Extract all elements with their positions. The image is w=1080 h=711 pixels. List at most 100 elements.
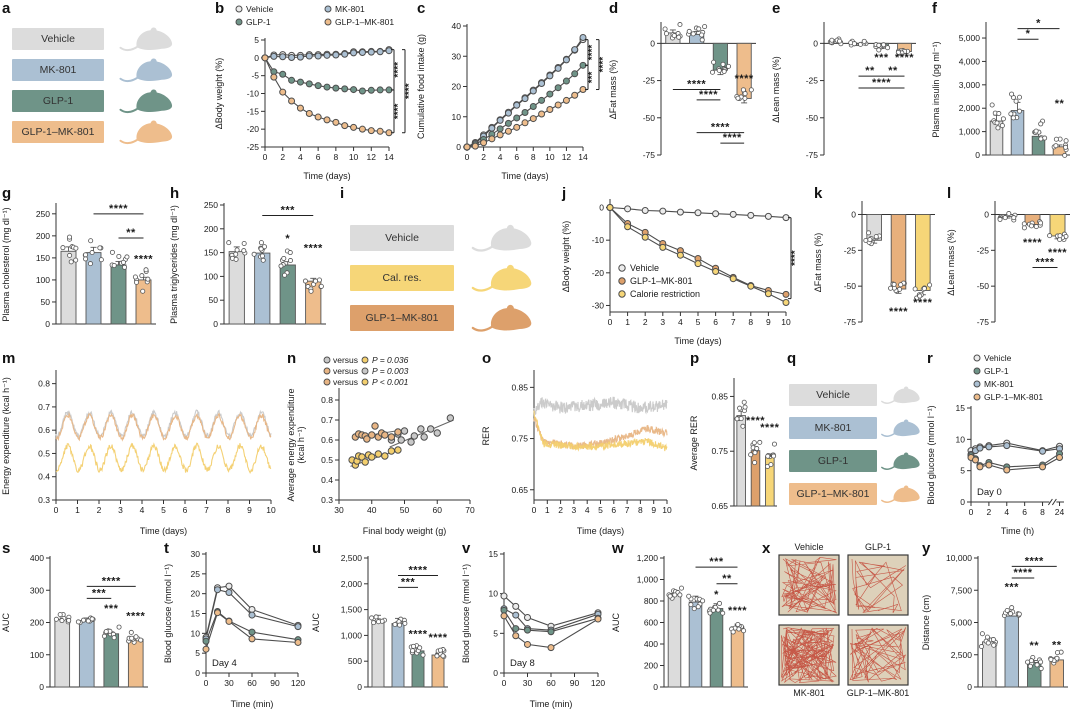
svg-text:4: 4 xyxy=(678,317,683,327)
svg-text:60: 60 xyxy=(247,678,257,688)
panel-i: i Vehicle Cal. res. GLP-1–MK-801 xyxy=(338,185,560,348)
svg-text:1: 1 xyxy=(625,317,630,327)
svg-text:250: 250 xyxy=(204,200,218,210)
svg-text:400: 400 xyxy=(644,639,658,649)
significance-stars: * xyxy=(1026,28,1031,40)
svg-text:0: 0 xyxy=(532,505,537,515)
significance-stars: **** xyxy=(1048,247,1067,259)
svg-text:200: 200 xyxy=(644,661,658,671)
svg-text:0.8: 0.8 xyxy=(321,395,333,405)
svg-text:-50: -50 xyxy=(844,281,857,291)
day-label: Day 8 xyxy=(510,658,535,669)
svg-text:4: 4 xyxy=(585,505,590,515)
svg-text:0.65: 0.65 xyxy=(511,485,528,495)
svg-text:4: 4 xyxy=(498,152,503,162)
significance-stars: **** xyxy=(1013,567,1032,579)
significance-stars: **** xyxy=(598,57,607,73)
svg-text:-25: -25 xyxy=(643,76,656,86)
svg-text:0: 0 xyxy=(502,678,507,688)
svg-text:400: 400 xyxy=(30,553,44,563)
y-axis-label: RER xyxy=(481,426,491,446)
panel-y: y 0 2,500 5,000 7,500 10,000 Distance (cm) *** *… xyxy=(920,540,1080,711)
panel-s: s 0 100 200 300 400 AUC *** **** **** *** xyxy=(0,540,162,711)
panel-e: e 0 -25 -50 -75 ΔLean mass (%) *** **** ** ** **** xyxy=(770,0,930,183)
svg-text:0.5: 0.5 xyxy=(38,448,50,458)
svg-text:4: 4 xyxy=(298,152,303,162)
svg-text:0.75: 0.75 xyxy=(711,446,728,456)
significance-stars: **** xyxy=(109,203,128,215)
significance-stars: **** xyxy=(304,243,323,255)
svg-text:0.3: 0.3 xyxy=(38,495,50,505)
svg-text:-20: -20 xyxy=(592,268,605,278)
mouse-icon xyxy=(881,452,920,470)
significance-stars: ** xyxy=(126,227,136,239)
significance-stars: ** xyxy=(888,65,898,77)
panel-t-chart: 0 5 10 15 20 25 30 0 30 60 90 120 Time (min) Blood gl… xyxy=(163,549,305,709)
panel-p-chart: 0.65 0.75 0.85 Average RER ******** xyxy=(689,378,779,511)
y-axis-label: Plasma insulin (pg ml⁻¹) xyxy=(931,41,941,137)
bar-MK-801 xyxy=(254,252,271,325)
panel-letter-n: n xyxy=(287,350,297,367)
svg-text:0.7: 0.7 xyxy=(38,402,50,412)
significance-stars: **** xyxy=(723,132,742,144)
svg-text:0: 0 xyxy=(357,682,362,692)
svg-text:7: 7 xyxy=(204,505,209,515)
bar-GLP-1 xyxy=(103,633,120,688)
svg-text:2: 2 xyxy=(643,317,648,327)
significance-stars: **** xyxy=(687,79,706,91)
svg-text:8: 8 xyxy=(226,505,231,515)
panel-x-chart: Vehicle GLP-1 MK-801 GLP-1–MK-801 xyxy=(778,542,909,698)
svg-text:-10: -10 xyxy=(592,235,605,245)
svg-text:200: 200 xyxy=(204,224,218,234)
svg-text:2: 2 xyxy=(97,505,102,515)
svg-text:Vehicle: Vehicle xyxy=(630,263,659,273)
svg-text:0: 0 xyxy=(195,668,200,678)
panel-letter-c: c xyxy=(417,0,426,17)
panel-p: p 0.65 0.75 0.85 Average RER **** **** xyxy=(688,350,785,538)
svg-text:0: 0 xyxy=(969,507,974,517)
mouse-icon xyxy=(881,386,920,404)
svg-text:200: 200 xyxy=(36,231,50,241)
svg-text:-5: -5 xyxy=(251,71,259,81)
y-axis-label: Blood glucose (mmol l⁻¹) xyxy=(163,564,173,663)
bar-Vehicle xyxy=(228,251,245,325)
panel-n-chart: 0.3 0.4 0.5 0.6 0.7 0.8 30 40 50 60 70 Final body w… xyxy=(286,355,475,536)
panel-f: f 0 1,000 2,000 3,000 4,000 5,000 Plasma insuli… xyxy=(930,0,1080,183)
panel-letter-w: w xyxy=(612,540,624,557)
svg-text:0: 0 xyxy=(45,319,50,329)
svg-text:-50: -50 xyxy=(643,113,656,123)
svg-text:Calorie restriction: Calorie restriction xyxy=(630,289,700,299)
svg-text:0: 0 xyxy=(599,203,604,213)
svg-text:12: 12 xyxy=(367,152,377,162)
mouse-icon xyxy=(881,485,920,503)
y-axis-label: AUC xyxy=(1,613,11,633)
bar-GLP-1–MK-801 xyxy=(127,638,144,688)
svg-text:2: 2 xyxy=(558,505,563,515)
panel-m-chart: 0.3 0.4 0.5 0.6 0.7 0.8 0 1 2 3 4 5 6 7 8 9 10 Time (days… xyxy=(1,370,276,536)
svg-text:20: 20 xyxy=(452,82,462,92)
svg-text:2: 2 xyxy=(481,152,486,162)
svg-text:90: 90 xyxy=(570,678,580,688)
significance-stars: **** xyxy=(587,45,598,61)
y-axis-label: ΔFat mass (%) xyxy=(608,60,618,120)
svg-text:10: 10 xyxy=(349,152,359,162)
legend-box-GLP-1: GLP-1 xyxy=(12,90,104,112)
svg-text:8: 8 xyxy=(638,505,643,515)
panel-letter-h: h xyxy=(170,185,180,202)
svg-text:500: 500 xyxy=(348,656,362,666)
bar-GLP-1 xyxy=(709,608,724,688)
panel-letter-s: s xyxy=(2,540,11,557)
svg-text:0: 0 xyxy=(975,150,980,160)
svg-text:GLP-1–MK-801: GLP-1–MK-801 xyxy=(984,392,1043,402)
svg-text:5: 5 xyxy=(493,628,498,638)
significance-stars: **** xyxy=(408,565,427,577)
svg-text:40: 40 xyxy=(367,505,377,515)
legend-box-GLP-1–MK-801: GLP-1–MK-801 xyxy=(350,305,454,331)
y-axis-label: ΔFat mass (%) xyxy=(813,233,823,293)
x-axis-label: Time (days) xyxy=(501,171,548,181)
significance-stars: *** xyxy=(104,603,119,615)
trace-Calorie restriction xyxy=(533,410,668,452)
svg-text:1,000: 1,000 xyxy=(959,127,981,137)
svg-text:12: 12 xyxy=(562,152,572,162)
svg-text:50: 50 xyxy=(209,295,219,305)
